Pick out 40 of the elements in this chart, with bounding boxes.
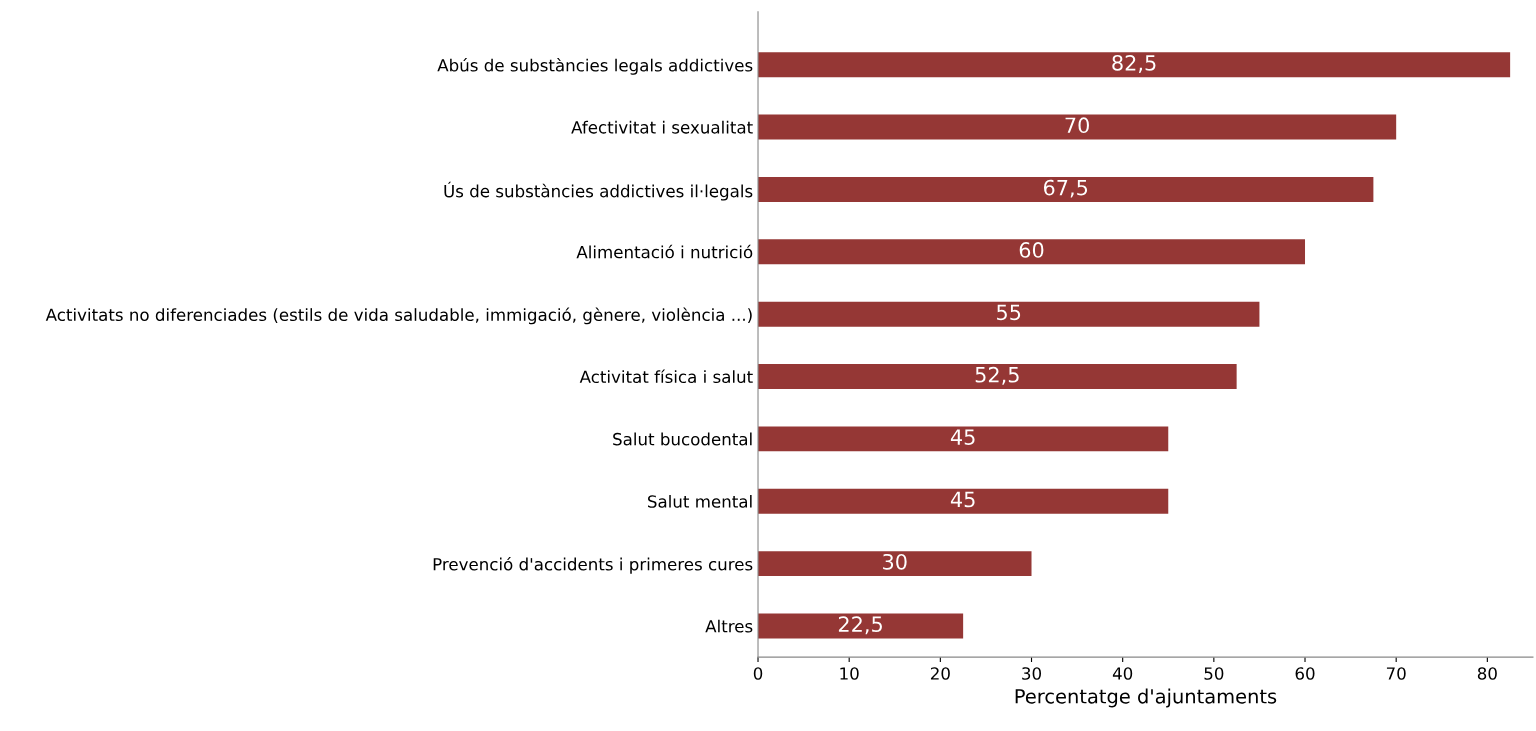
x-tick-label: 80 <box>1477 667 1497 680</box>
y-tick-label: Activitats no diferenciades (estils de vida saludable, immigació, gènere, violència ...) <box>45 307 752 325</box>
y-tick-label: Afectivitat i sexualitat <box>571 120 753 134</box>
data-label: 60 <box>1019 242 1044 258</box>
bar <box>758 114 1397 140</box>
bar <box>758 488 1169 514</box>
y-tick-label: Prevenció d'accidents i primeres cures <box>433 556 753 574</box>
y-tick-label: Altres <box>705 619 753 633</box>
data-label: 52,5 <box>975 366 1019 385</box>
y-tick-label: Activitat física i salut <box>579 369 753 384</box>
data-label: 82,5 <box>1112 54 1156 73</box>
x-tick-label: 70 <box>1386 667 1406 680</box>
bar <box>758 176 1374 202</box>
bar <box>758 301 1260 327</box>
x-tick-label: 20 <box>930 667 950 680</box>
bar <box>758 52 1511 78</box>
bar <box>758 551 1032 577</box>
x-tick-label: 30 <box>1022 667 1042 680</box>
y-tick-label: Alimentació i nutrició <box>576 244 753 259</box>
data-label: 70 <box>1065 117 1089 134</box>
data-label: 22,5 <box>838 616 882 635</box>
data-label: 30 <box>883 553 907 570</box>
bar <box>758 613 964 639</box>
data-label: 67,5 <box>1043 179 1088 198</box>
y-tick-label: Salut mental <box>648 494 752 508</box>
bar <box>758 426 1169 452</box>
data-label: 55 <box>997 304 1021 321</box>
data-label: 45 <box>950 491 975 508</box>
x-tick-label: 10 <box>840 667 859 680</box>
data-label: 45 <box>950 429 975 445</box>
y-tick-label: Abús de substàncies legals addictives <box>437 58 753 75</box>
x-tick-label: 0 <box>753 667 763 680</box>
bar <box>758 239 1306 265</box>
bar <box>758 364 1237 389</box>
x-tick-label: 40 <box>1112 667 1133 680</box>
x-tick-label: 60 <box>1295 667 1315 680</box>
x-axis-title: Percentatge d'ajuntaments <box>1015 688 1277 708</box>
y-tick-label: Salut bucodental <box>613 432 752 446</box>
x-tick-label: 50 <box>1204 667 1224 680</box>
y-tick-label: Ús de substàncies addictives il·legals <box>444 181 753 201</box>
